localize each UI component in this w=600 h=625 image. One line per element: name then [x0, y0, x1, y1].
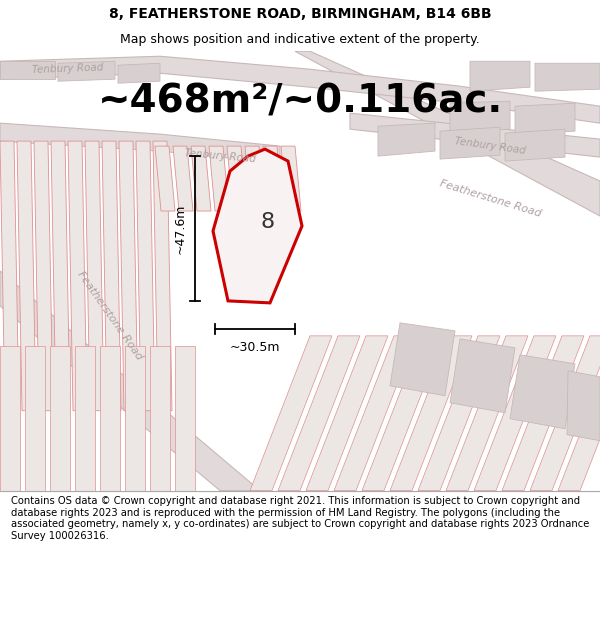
Polygon shape: [505, 129, 565, 161]
Polygon shape: [0, 346, 20, 491]
Polygon shape: [153, 141, 172, 411]
Polygon shape: [58, 61, 115, 81]
Polygon shape: [213, 149, 302, 303]
Polygon shape: [278, 336, 360, 491]
Polygon shape: [390, 336, 472, 491]
Polygon shape: [155, 146, 175, 211]
Polygon shape: [250, 336, 332, 491]
Polygon shape: [306, 336, 388, 491]
Polygon shape: [50, 346, 70, 491]
Polygon shape: [0, 141, 19, 411]
Polygon shape: [25, 346, 45, 491]
Text: Featherstone Road: Featherstone Road: [76, 270, 145, 362]
Polygon shape: [535, 63, 600, 91]
Polygon shape: [470, 61, 530, 91]
Polygon shape: [502, 336, 584, 491]
Text: ~468m²/~0.116ac.: ~468m²/~0.116ac.: [97, 82, 503, 120]
Polygon shape: [440, 127, 500, 159]
Polygon shape: [0, 271, 260, 491]
Polygon shape: [125, 346, 145, 491]
Polygon shape: [450, 101, 510, 133]
Polygon shape: [418, 336, 500, 491]
Polygon shape: [0, 123, 280, 163]
Polygon shape: [474, 336, 556, 491]
Text: 8: 8: [260, 213, 275, 232]
Polygon shape: [0, 61, 55, 79]
Polygon shape: [150, 346, 170, 491]
Text: Tenbury Road: Tenbury Road: [32, 63, 104, 76]
Polygon shape: [100, 346, 120, 491]
Text: Tenbury Road: Tenbury Road: [454, 136, 526, 156]
Polygon shape: [362, 336, 444, 491]
Polygon shape: [567, 371, 600, 441]
Polygon shape: [530, 336, 600, 491]
Polygon shape: [85, 141, 104, 411]
Polygon shape: [515, 103, 575, 135]
Polygon shape: [175, 346, 195, 491]
Polygon shape: [209, 146, 229, 211]
Polygon shape: [263, 146, 283, 211]
Polygon shape: [75, 346, 95, 491]
Polygon shape: [558, 336, 600, 491]
Text: ~30.5m: ~30.5m: [230, 341, 280, 354]
Polygon shape: [510, 355, 575, 429]
Text: ~47.6m: ~47.6m: [174, 203, 187, 254]
Polygon shape: [446, 336, 528, 491]
Text: Featherstone Road: Featherstone Road: [438, 179, 542, 219]
Polygon shape: [51, 141, 70, 411]
Polygon shape: [34, 141, 53, 411]
Polygon shape: [102, 141, 121, 411]
Polygon shape: [281, 146, 301, 211]
Polygon shape: [390, 323, 455, 396]
Text: Tenbury Road: Tenbury Road: [184, 148, 256, 164]
Polygon shape: [118, 63, 160, 83]
Polygon shape: [378, 123, 435, 156]
Polygon shape: [450, 339, 515, 412]
Text: 8, FEATHERSTONE ROAD, BIRMINGHAM, B14 6BB: 8, FEATHERSTONE ROAD, BIRMINGHAM, B14 6B…: [109, 8, 491, 21]
Polygon shape: [295, 51, 600, 216]
Polygon shape: [191, 146, 211, 211]
Polygon shape: [245, 146, 265, 211]
Polygon shape: [173, 146, 193, 211]
Polygon shape: [136, 141, 155, 411]
Polygon shape: [350, 113, 600, 157]
Polygon shape: [334, 336, 416, 491]
Text: Contains OS data © Crown copyright and database right 2021. This information is : Contains OS data © Crown copyright and d…: [11, 496, 589, 541]
Text: Map shows position and indicative extent of the property.: Map shows position and indicative extent…: [120, 34, 480, 46]
Polygon shape: [119, 141, 138, 411]
Polygon shape: [0, 56, 600, 123]
Polygon shape: [227, 146, 247, 211]
Polygon shape: [17, 141, 36, 411]
Polygon shape: [68, 141, 87, 411]
